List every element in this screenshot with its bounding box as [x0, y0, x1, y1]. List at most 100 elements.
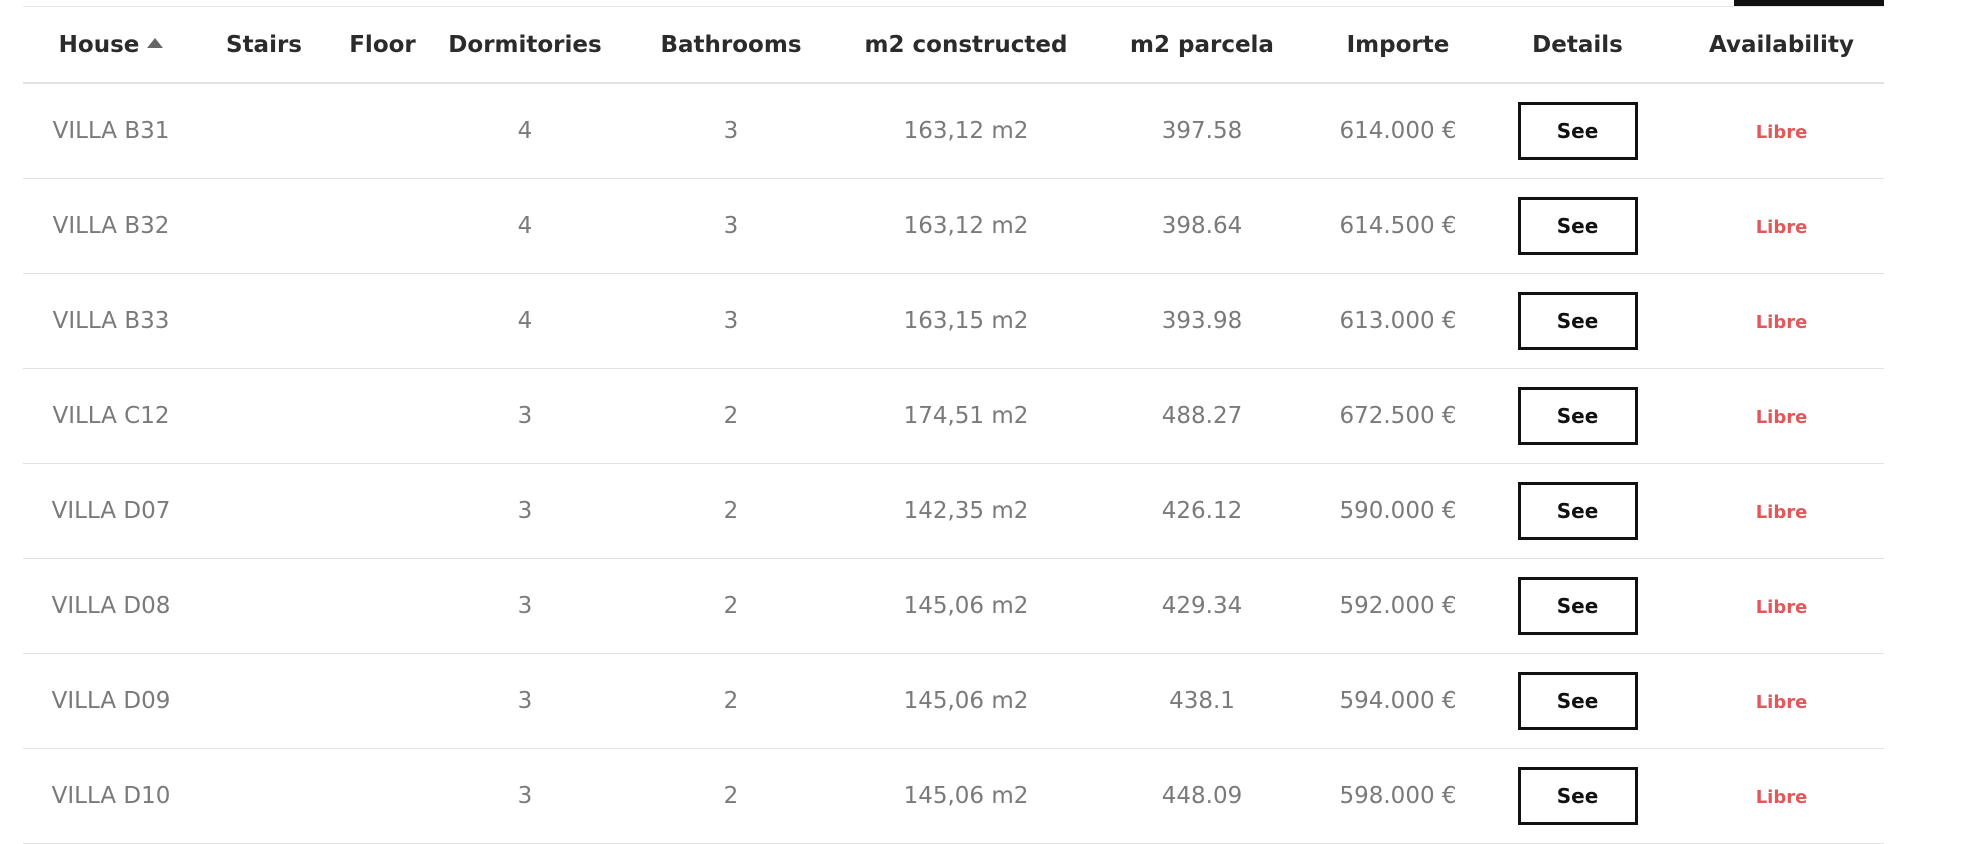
cell-m2-parcela: 438.1 [1084, 653, 1320, 749]
cell-floor [329, 463, 436, 559]
column-header-floor[interactable]: Floor [329, 7, 436, 84]
availability-status: Libre [1755, 312, 1808, 333]
availability-status: Libre [1755, 692, 1808, 713]
cell-stairs [199, 83, 329, 179]
cell-house: VILLA D10 [23, 748, 199, 844]
table-row: VILLA B31 4 3 163,12 m2 397.58 614.000 € See Li… [23, 83, 1884, 179]
cell-importe: 672.500 € [1320, 368, 1476, 464]
column-header-importe[interactable]: Importe [1320, 7, 1476, 84]
see-details-button[interactable]: See [1517, 672, 1638, 730]
availability-status: Libre [1755, 407, 1808, 428]
table-row: VILLA D10 3 2 145,06 m2 448.09 598.000 € See Li… [23, 748, 1884, 844]
cell-details: See [1476, 463, 1679, 559]
cell-importe: 613.000 € [1320, 273, 1476, 369]
cell-details: See [1476, 653, 1679, 749]
cell-details: See [1476, 748, 1679, 844]
cell-floor [329, 178, 436, 274]
availability-status: Libre [1755, 217, 1808, 238]
cell-importe: 598.000 € [1320, 748, 1476, 844]
cell-stairs [199, 558, 329, 654]
column-header-m2-parcela[interactable]: m2 parcela [1084, 7, 1320, 84]
cell-m2-parcela: 397.58 [1084, 83, 1320, 179]
cell-importe: 592.000 € [1320, 558, 1476, 654]
see-details-button[interactable]: See [1517, 387, 1638, 445]
cell-availability: Libre [1679, 273, 1884, 369]
cell-house: VILLA D07 [23, 463, 199, 559]
cell-m2-parcela: 448.09 [1084, 748, 1320, 844]
cell-details: See [1476, 558, 1679, 654]
see-details-button[interactable]: See [1517, 482, 1638, 540]
table-row: VILLA D07 3 2 142,35 m2 426.12 590.000 € See Li… [23, 463, 1884, 559]
cell-stairs [199, 368, 329, 464]
cell-dormitories: 3 [436, 653, 614, 749]
cell-m2-parcela: 426.12 [1084, 463, 1320, 559]
cell-floor [329, 653, 436, 749]
cell-importe: 590.000 € [1320, 463, 1476, 559]
cell-bathrooms: 3 [614, 83, 848, 179]
table-header: House Stairs Floor Dormitories Bathrooms… [23, 7, 1884, 84]
cell-m2-constructed: 174,51 m2 [848, 368, 1084, 464]
table-row: VILLA B33 4 3 163,15 m2 393.98 613.000 € See Li… [23, 273, 1884, 369]
cell-house: VILLA D09 [23, 653, 199, 749]
availability-status: Libre [1755, 597, 1808, 618]
cell-m2-constructed: 145,06 m2 [848, 748, 1084, 844]
column-header-bathrooms[interactable]: Bathrooms [614, 7, 848, 84]
cell-bathrooms: 3 [614, 273, 848, 369]
cell-house: VILLA B31 [23, 83, 199, 179]
cell-bathrooms: 2 [614, 748, 848, 844]
cell-bathrooms: 3 [614, 178, 848, 274]
see-details-button[interactable]: See [1517, 292, 1638, 350]
see-details-button[interactable]: See [1517, 577, 1638, 635]
cell-m2-constructed: 145,06 m2 [848, 558, 1084, 654]
cell-stairs [199, 178, 329, 274]
cell-dormitories: 4 [436, 83, 614, 179]
top-divider [23, 6, 1884, 7]
cell-details: See [1476, 178, 1679, 274]
cell-availability: Libre [1679, 178, 1884, 274]
table-header-row: House Stairs Floor Dormitories Bathrooms… [23, 7, 1884, 84]
cell-m2-parcela: 488.27 [1084, 368, 1320, 464]
cell-dormitories: 3 [436, 748, 614, 844]
cell-availability: Libre [1679, 653, 1884, 749]
cell-details: See [1476, 368, 1679, 464]
cell-m2-parcela: 429.34 [1084, 558, 1320, 654]
cell-bathrooms: 2 [614, 653, 848, 749]
cell-importe: 614.000 € [1320, 83, 1476, 179]
availability-status: Libre [1755, 122, 1808, 143]
see-details-button[interactable]: See [1517, 767, 1638, 825]
cell-house: VILLA B32 [23, 178, 199, 274]
cell-bathrooms: 2 [614, 368, 848, 464]
column-header-house[interactable]: House [23, 7, 199, 84]
column-header-m2-constructed[interactable]: m2 constructed [848, 7, 1084, 84]
cell-m2-constructed: 163,12 m2 [848, 178, 1084, 274]
availability-status: Libre [1755, 502, 1808, 523]
table-row: VILLA C12 3 2 174,51 m2 488.27 672.500 € See Li… [23, 368, 1884, 464]
cell-house: VILLA D08 [23, 558, 199, 654]
cell-details: See [1476, 273, 1679, 369]
column-header-dormitories[interactable]: Dormitories [436, 7, 614, 84]
cell-importe: 594.000 € [1320, 653, 1476, 749]
cell-house: VILLA B33 [23, 273, 199, 369]
column-header-availability[interactable]: Availability [1679, 7, 1884, 84]
column-header-stairs[interactable]: Stairs [199, 7, 329, 84]
cell-stairs [199, 273, 329, 369]
cell-availability: Libre [1679, 83, 1884, 179]
see-details-button[interactable]: See [1517, 197, 1638, 255]
cell-floor [329, 83, 436, 179]
table-body: VILLA B31 4 3 163,12 m2 397.58 614.000 € See Li… [23, 83, 1884, 844]
property-listing-table: House Stairs Floor Dormitories Bathrooms… [23, 7, 1884, 844]
cell-availability: Libre [1679, 368, 1884, 464]
cell-dormitories: 4 [436, 273, 614, 369]
cell-m2-constructed: 163,12 m2 [848, 83, 1084, 179]
sort-ascending-icon[interactable] [147, 37, 164, 48]
cell-house: VILLA C12 [23, 368, 199, 464]
availability-status: Libre [1755, 787, 1808, 808]
cell-stairs [199, 748, 329, 844]
cell-dormitories: 3 [436, 558, 614, 654]
cell-dormitories: 3 [436, 368, 614, 464]
cell-stairs [199, 653, 329, 749]
top-accent-bar [1734, 0, 1884, 6]
see-details-button[interactable]: See [1517, 102, 1638, 160]
column-header-label: House [58, 31, 140, 58]
cell-m2-constructed: 163,15 m2 [848, 273, 1084, 369]
